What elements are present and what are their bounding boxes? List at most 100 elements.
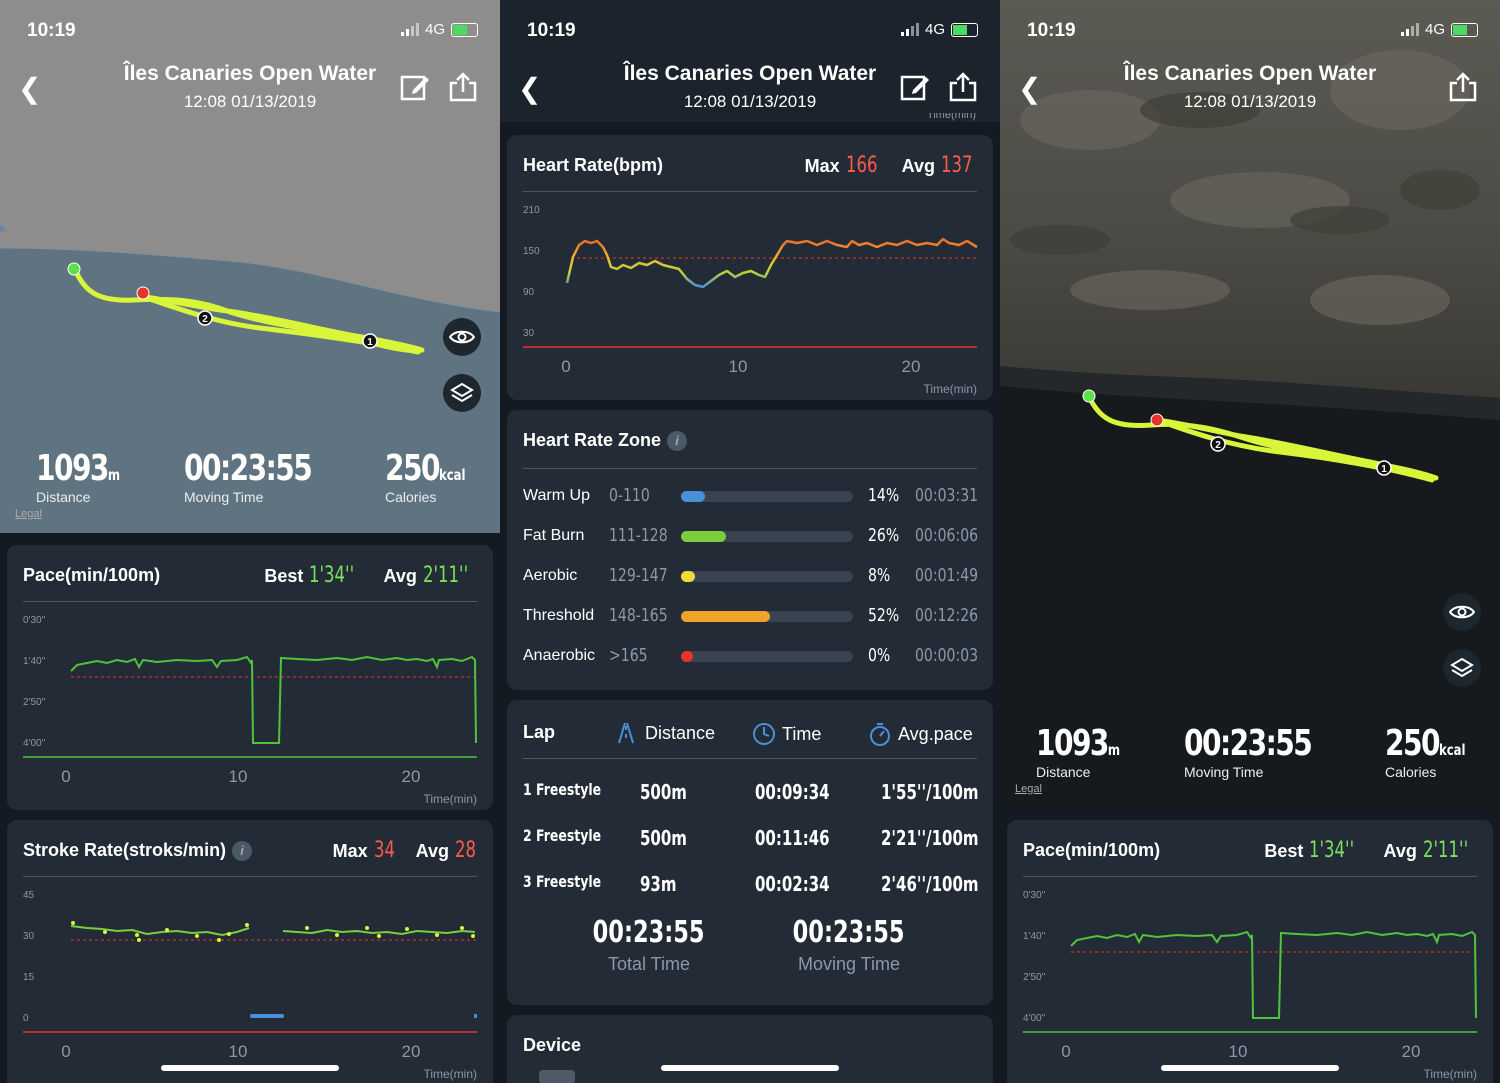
heart-rate-card: Heart Rate(bpm) Max 166 Avg 137 210 150 … [507,135,993,400]
edit-icon[interactable] [400,72,430,102]
zone-row: Anaerobic >165 0% 00:00:03 [523,645,978,669]
legal-link[interactable]: Legal [1015,783,1042,795]
zone-name: Fat Burn [523,527,585,544]
heart-rate-zone-card: Heart Rate Zone i Warm Up 0-110 14% 00:03:31… [507,410,993,690]
back-chevron-icon[interactable]: ❮ [1018,73,1042,104]
zone-name: Anaerobic [523,647,596,664]
stroke-chart: 45 30 15 0 0 10 20 Time(min) [23,890,477,1081]
pace-y-tick: 1'40'' [1023,931,1046,942]
clock-icon [753,723,775,745]
back-chevron-icon[interactable]: ❮ [518,73,542,104]
network-type: 4G [1424,21,1445,38]
total-time-label: Total Time [607,954,691,974]
zone-row: Aerobic 129-147 8% 00:01:49 [523,565,978,589]
pace-x-tick: 0 [61,767,70,786]
satellite-map[interactable]: 2 1 [1000,0,1500,810]
lap-time: 00:09:34 [755,780,830,804]
home-indicator[interactable] [161,1065,339,1071]
zone-progress-fill [681,531,726,542]
zone-progress-track [681,611,853,622]
heart-y-tick: 150 [523,246,540,257]
stroke-max-value: 34 [373,838,395,863]
layers-icon[interactable] [1443,649,1481,687]
zone-time: 00:12:26 [915,605,979,626]
pace-x-unit: Time(min) [423,792,477,806]
pace-avg-value: 2'11'' [1422,838,1468,863]
pace-title: Pace(min/100m) [1023,840,1161,860]
back-chevron-icon[interactable]: ❮ [18,73,42,104]
lap-col-distance-label: Distance [645,722,716,743]
pace-y-tick: 1'40'' [23,656,46,667]
pace-y-tick: 2'50'' [1023,972,1046,983]
eye-icon[interactable] [443,318,481,356]
nav-bar: ❮ Îles Canaries Open Water 12:08 01/13/2… [0,56,500,122]
home-indicator[interactable] [1161,1065,1339,1071]
activity-title: Îles Canaries Open Water [123,62,377,85]
zone-time: 00:06:06 [915,525,979,546]
activity-title: Îles Canaries Open Water [623,62,877,85]
pace-y-tick: 4'00'' [23,738,46,749]
heart-x-tick: 10 [729,357,748,376]
distance-value: 1093 [1036,723,1109,764]
pace-avg-value: 2'11'' [422,563,468,588]
heart-avg-label: Avg [901,156,935,176]
distance-unit: m [1107,741,1121,759]
stroke-max-label: Max [332,841,368,861]
lap-moving-time-value: 00:23:55 [793,915,905,950]
nav-bar: ❮ Îles Canaries Open Water 12:08 01/13/2… [500,56,1000,122]
moving-time-value: 00:23:55 [184,448,313,489]
calories-value: 250 [1385,723,1441,764]
lap-time: 00:02:34 [755,872,830,896]
watch-icon [539,1070,575,1083]
activity-datetime: 12:08 01/13/2019 [683,92,817,111]
pace-chart: 0'30'' 1'40'' 2'50'' 4'00'' 0 10 20 Time… [23,615,477,806]
zone-progress-track [681,571,853,582]
stroke-x-tick: 20 [402,1042,421,1061]
cut-off-axis-label: Time(min) [926,113,976,121]
distance-unit: m [107,466,121,484]
zone-range: >165 [609,645,648,666]
zone-time: 00:03:31 [915,485,979,506]
pace-card: Pace(min/100m) Best 1'34'' Avg 2'11'' 0'… [7,545,493,810]
pace-avg-label: Avg [383,566,417,586]
pace-y-tick: 0'30'' [1023,890,1046,901]
zone-percent: 52% [868,605,900,626]
home-indicator[interactable] [661,1065,839,1071]
status-bar: 10:19 4G [0,0,500,60]
lap-col-time-label: Time [782,723,822,744]
lap-distance: 93m [640,872,677,896]
share-icon[interactable] [448,72,478,102]
heart-y-tick: 210 [523,205,540,216]
zone-progress-track [681,491,853,502]
zone-progress-track [681,531,853,542]
network-type: 4G [424,21,445,38]
pace-best-value: 1'34'' [1309,838,1355,863]
legal-link[interactable]: Legal [15,508,42,520]
status-time: 10:19 [27,20,76,41]
stroke-title-row: Stroke Rate(stroks/min) i [23,840,253,862]
zone-progress-fill [681,491,706,502]
lap-col-time: Time [752,722,821,746]
zone-row: Threshold 148-165 52% 00:12:26 [523,605,979,629]
lap-card: Lap Distance Time Avg.pace 1 Freestyle 50… [507,700,993,1005]
zone-progress-fill [681,611,771,622]
stroke-y-tick: 45 [23,890,35,901]
layers-icon[interactable] [443,374,481,412]
share-icon[interactable] [948,72,978,102]
distance-label: Distance [1036,764,1091,780]
edit-icon[interactable] [900,72,930,102]
zone-range: 0-110 [609,485,650,506]
zone-name: Aerobic [523,567,578,584]
heart-summary: Max 166 Avg 137 [805,153,977,178]
pace-best-label: Best [264,566,304,586]
eye-icon[interactable] [1443,593,1481,631]
info-icon[interactable]: i [232,841,253,862]
zone-title-row: Heart Rate Zone i [523,430,688,452]
heart-y-tick: 90 [523,287,535,298]
share-icon[interactable] [1448,72,1478,102]
info-icon[interactable]: i [667,431,688,452]
zone-title: Heart Rate Zone [523,430,662,450]
pace-x-unit: Time(min) [1423,1067,1477,1081]
lap-time: 00:11:46 [755,826,830,850]
route-marker-2 [1210,436,1226,452]
